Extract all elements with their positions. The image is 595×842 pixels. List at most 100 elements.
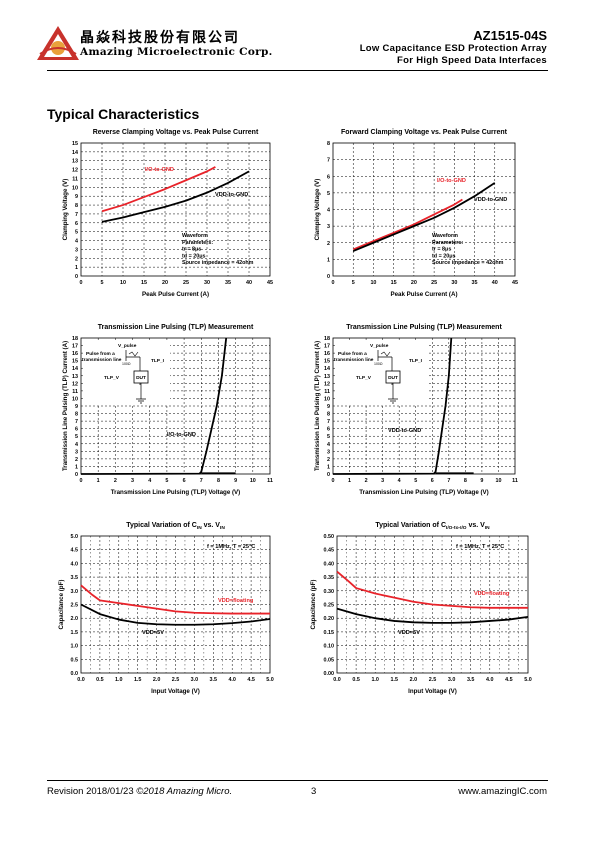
y-tick-label: 1.5 bbox=[71, 630, 79, 636]
page-header: 晶焱科技股份有限公司 Amazing Microelectronic Corp.… bbox=[0, 0, 595, 70]
y-tick-label: 0.30 bbox=[324, 589, 335, 595]
copyright-text: ©2018 Amazing Micro. bbox=[136, 786, 233, 797]
y-tick-label: 1 bbox=[327, 257, 330, 263]
inset-vpulse-label: V_pulse bbox=[118, 343, 137, 349]
x-tick-label: 30 bbox=[451, 280, 457, 286]
title-mid: vs. V bbox=[202, 522, 221, 529]
x-axis-label: Transmission Line Pulsing (TLP) Voltage … bbox=[111, 489, 241, 496]
y-axis-label: Clamping Voltage (V) bbox=[62, 179, 69, 241]
x-tick-label: 4.0 bbox=[228, 677, 236, 683]
footer-website[interactable]: www.amazingIC.com bbox=[458, 786, 547, 797]
series-line bbox=[332, 337, 453, 475]
y-tick-label: 9 bbox=[75, 194, 78, 200]
series-line bbox=[101, 166, 216, 213]
part-number: AZ1515-04S bbox=[473, 28, 547, 43]
inset-voltage-label: TLP_V bbox=[104, 375, 120, 381]
x-axis-label: Input Voltage (V) bbox=[408, 688, 457, 695]
x-tick-label: 40 bbox=[246, 280, 252, 286]
x-tick-label: 8 bbox=[217, 478, 220, 484]
y-tick-label: 2.0 bbox=[71, 616, 79, 622]
x-tick-label: 6 bbox=[431, 478, 434, 484]
y-tick-label: 14 bbox=[324, 366, 330, 372]
y-tick-label: 0 bbox=[327, 274, 330, 280]
y-tick-label: 4.5 bbox=[71, 548, 79, 554]
inset-source-label: Pulse from a bbox=[338, 351, 367, 357]
y-tick-label: 6 bbox=[75, 221, 78, 227]
chart-title: Transmission Line Pulsing (TLP) Measurem… bbox=[98, 324, 254, 331]
product-subtitle-2: For High Speed Data Interfaces bbox=[397, 55, 547, 66]
y-tick-label: 6 bbox=[327, 174, 330, 180]
inset-voltage-label: TLP_V bbox=[356, 375, 372, 381]
y-tick-label: 0 bbox=[75, 472, 78, 478]
y-tick-label: 15 bbox=[72, 141, 78, 147]
y-tick-label: 16 bbox=[324, 351, 330, 357]
x-tick-label: 0 bbox=[332, 280, 335, 286]
inset-vpulse-label: V_pulse bbox=[370, 343, 389, 349]
x-tick-label: 1.5 bbox=[391, 677, 399, 683]
y-tick-label: 15 bbox=[72, 359, 78, 365]
x-tick-label: 2 bbox=[365, 478, 368, 484]
inset-dut-label: DUT bbox=[388, 375, 398, 381]
x-axis-label: Transmission Line Pulsing (TLP) Voltage … bbox=[359, 489, 489, 496]
series-label: VDD=5V bbox=[398, 630, 420, 636]
x-tick-label: 3 bbox=[381, 478, 384, 484]
x-tick-label: 6 bbox=[183, 478, 186, 484]
y-tick-label: 0.45 bbox=[324, 548, 335, 554]
chart-1: Reverse Clamping Voltage vs. Peak Pulse … bbox=[62, 129, 273, 298]
y-axis-label: Capacitance (pF) bbox=[310, 580, 317, 630]
x-tick-label: 0.0 bbox=[77, 677, 85, 683]
y-tick-label: 0.15 bbox=[324, 630, 335, 636]
y-tick-label: 4.0 bbox=[71, 561, 79, 567]
x-tick-label: 9 bbox=[234, 478, 237, 484]
chart-title: Reverse Clamping Voltage vs. Peak Pulse … bbox=[93, 129, 259, 136]
x-tick-label: 3.5 bbox=[210, 677, 218, 683]
x-tick-label: 10 bbox=[120, 280, 126, 286]
title-mid: vs. V bbox=[467, 522, 486, 529]
revision-text: Revision 2018/01/23 bbox=[47, 786, 137, 797]
footer-divider bbox=[47, 780, 548, 781]
x-tick-label: 20 bbox=[162, 280, 168, 286]
y-tick-label: 0 bbox=[327, 472, 330, 478]
company-logo-icon bbox=[37, 26, 79, 60]
x-tick-label: 10 bbox=[250, 478, 256, 484]
chart-title: Forward Clamping Voltage vs. Peak Pulse … bbox=[341, 129, 508, 136]
inset-ground-icon bbox=[388, 383, 398, 404]
y-tick-label: 3 bbox=[75, 449, 78, 455]
y-tick-label: 7 bbox=[327, 419, 330, 425]
y-tick-label: 3 bbox=[327, 449, 330, 455]
x-tick-label: 10 bbox=[495, 478, 501, 484]
x-tick-label: 20 bbox=[411, 280, 417, 286]
inset-ground-icon bbox=[136, 383, 146, 404]
inset-source-label-2: transmission line bbox=[82, 357, 122, 363]
chart-3: Transmission Line Pulsing (TLP) Measurem… bbox=[62, 324, 273, 496]
x-tick-label: 4.0 bbox=[486, 677, 494, 683]
plot-frame bbox=[336, 535, 529, 674]
y-tick-label: 17 bbox=[72, 344, 78, 350]
x-tick-label: 7 bbox=[447, 478, 450, 484]
x-tick-label: 3.0 bbox=[448, 677, 456, 683]
y-tick-label: 2 bbox=[327, 457, 330, 463]
y-tick-label: 11 bbox=[72, 389, 78, 395]
y-axis-label: Transmission Line Pulsing (TLP) Current … bbox=[314, 341, 321, 471]
title-subscript-2: IN bbox=[220, 525, 225, 531]
y-tick-label: 1.0 bbox=[71, 644, 79, 650]
section-title: Typical Characteristics bbox=[47, 106, 200, 122]
y-tick-label: 10 bbox=[324, 396, 330, 402]
chart-title: Typical Variation of CI/O-to-I/O vs. VIN bbox=[375, 522, 490, 531]
y-tick-label: 2.5 bbox=[71, 603, 79, 609]
inset-resistor-label: 100Ω bbox=[122, 362, 131, 366]
x-tick-label: 0 bbox=[80, 478, 83, 484]
x-tick-label: 1.0 bbox=[115, 677, 123, 683]
y-tick-label: 8 bbox=[75, 412, 78, 418]
y-tick-label: 0.05 bbox=[324, 657, 335, 663]
x-tick-label: 4.5 bbox=[247, 677, 255, 683]
x-tick-label: 3.0 bbox=[191, 677, 199, 683]
y-tick-label: 4 bbox=[75, 239, 78, 245]
y-tick-label: 4 bbox=[327, 208, 330, 214]
annotation-line: Source impedance = 42ohm bbox=[432, 260, 504, 266]
x-tick-label: 40 bbox=[492, 280, 498, 286]
y-tick-label: 4 bbox=[327, 442, 330, 448]
footer-revision: Revision 2018/01/23 ©2018 Amazing Micro. bbox=[47, 786, 232, 797]
y-tick-label: 12 bbox=[72, 381, 78, 387]
